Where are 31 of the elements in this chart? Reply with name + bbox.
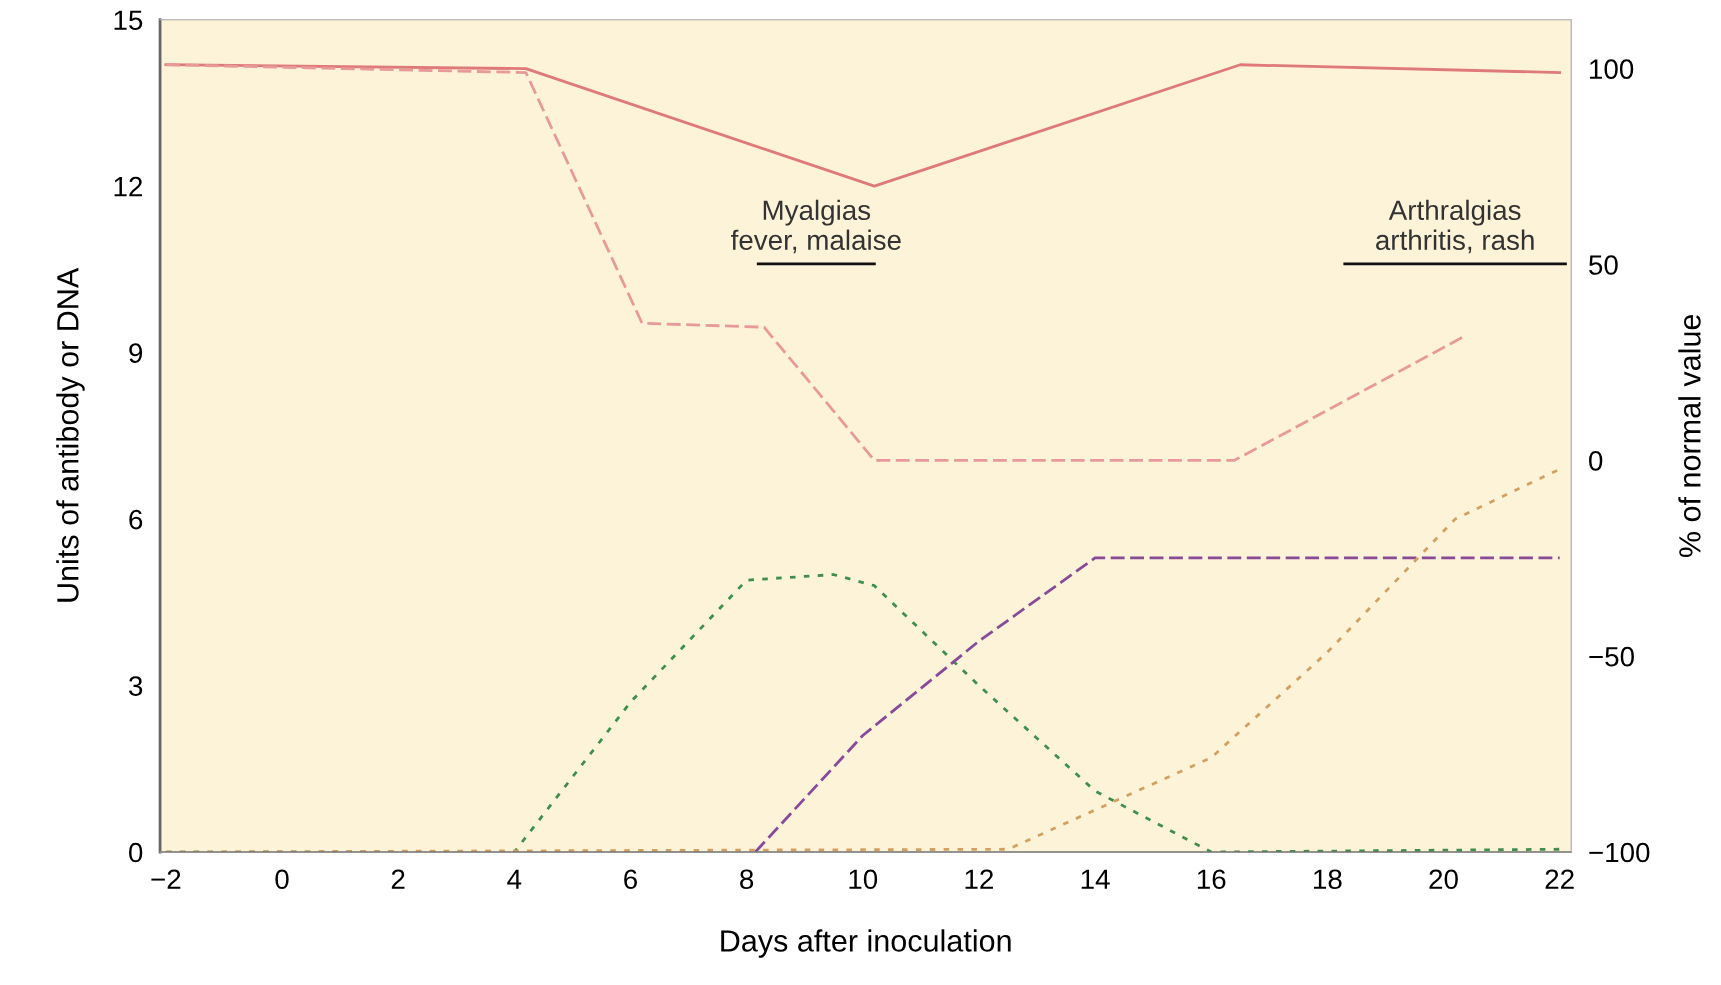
x-tick-label: 0 xyxy=(275,869,289,890)
y-tick-label: 15 xyxy=(114,10,143,31)
y2-tick-label: 100 xyxy=(1590,59,1634,79)
x-tick-label: 4 xyxy=(507,869,522,889)
x-axis-title: Days after inoculation xyxy=(721,929,1011,958)
y-axis-title: Units of antibody or DNA xyxy=(56,267,85,602)
x-tick-label: 6 xyxy=(624,869,637,890)
x-tick-label: 10 xyxy=(849,869,878,890)
y2-axis-title: % of normal value xyxy=(1678,314,1701,558)
y-tick-label: 6 xyxy=(129,509,143,530)
x-tick-label: 16 xyxy=(1197,869,1226,890)
y2-tick-label: 0 xyxy=(1589,451,1603,471)
annotation: Arthralgias arthritis, rash xyxy=(1376,199,1534,254)
x-tick-label: 8 xyxy=(740,869,754,890)
line-series xyxy=(164,63,1562,188)
y-tick-label: 3 xyxy=(129,676,143,696)
y2-tick-label: −100 xyxy=(1589,842,1650,863)
x-tick-label: 2 xyxy=(391,869,405,889)
x-tick-label: −2 xyxy=(151,869,181,889)
x-tick-label: 12 xyxy=(965,869,993,889)
y2-tick-label: 50 xyxy=(1589,255,1618,275)
line-series xyxy=(753,556,1562,853)
y-tick-label: 12 xyxy=(114,176,142,197)
y2-tick-label: −50 xyxy=(1589,646,1634,667)
y-tick-label: 9 xyxy=(129,343,143,363)
annotation: Myalgias fever, malaise xyxy=(731,199,901,254)
y-tick-label: 0 xyxy=(129,842,143,863)
x-tick-label: 18 xyxy=(1314,869,1342,890)
x-tick-label: 22 xyxy=(1545,869,1574,889)
x-tick-label: 20 xyxy=(1429,869,1458,890)
x-tick-label: 14 xyxy=(1081,869,1110,889)
